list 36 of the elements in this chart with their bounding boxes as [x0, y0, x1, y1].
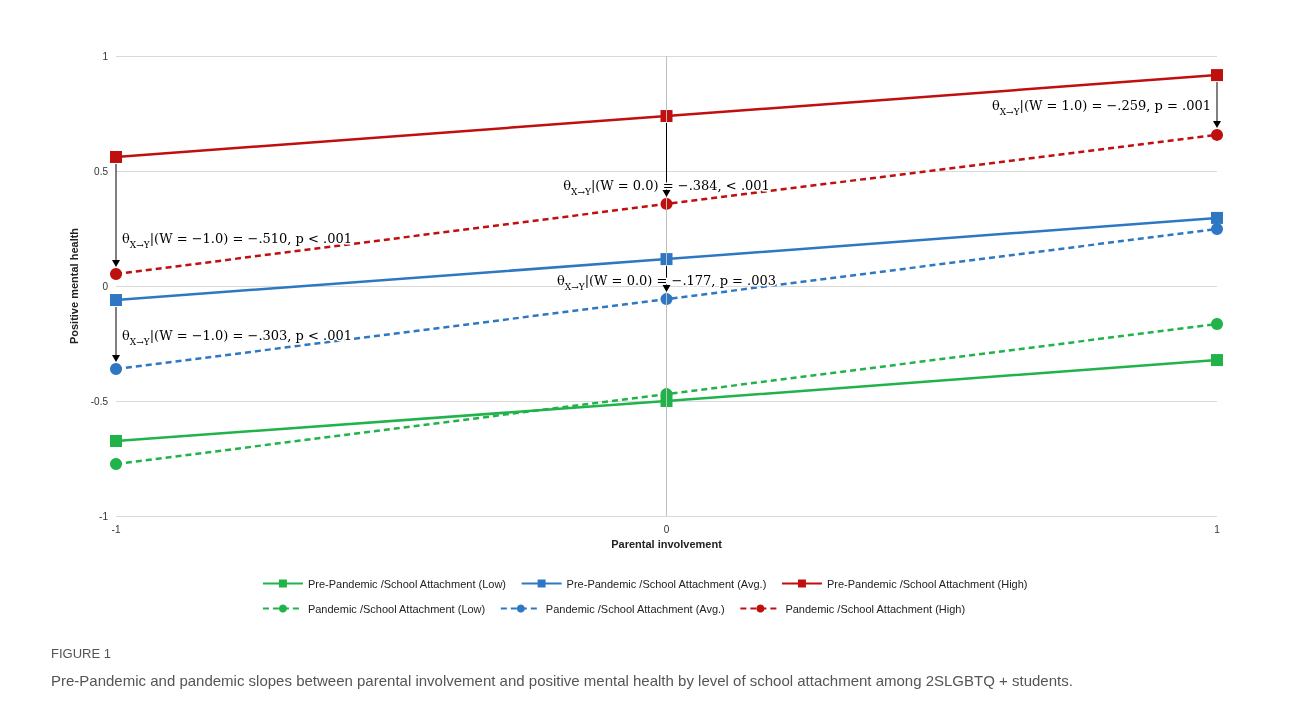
point: [1211, 128, 1223, 141]
x-tick-label: 1: [1214, 523, 1221, 535]
point: [1211, 354, 1223, 367]
legend-label: Pre-Pandemic /School Attachment (Avg.): [566, 577, 767, 590]
y-tick-label: 0.5: [94, 165, 109, 177]
y-tick-label: -1: [99, 510, 109, 522]
point: [110, 435, 122, 448]
point: [1211, 222, 1223, 235]
annotation: θ$_{X→Y}$|(W = −1.0) = −.303, p < .001: [122, 327, 353, 347]
y-tick-label: 1: [102, 50, 109, 62]
point: [660, 253, 673, 266]
point: [1211, 69, 1223, 82]
annotation: θ$_{X→Y}$|(W = −1.0) = −.510, p < .001: [122, 231, 353, 251]
point: [110, 458, 122, 471]
point: [110, 268, 122, 281]
point: [110, 363, 122, 376]
x-tick-label: 0: [663, 523, 670, 535]
y-axis-title: Positive mental health: [68, 227, 81, 345]
y-tick-label: -0.5: [90, 395, 109, 407]
legend-label: Pandemic /School Attachment (Low): [307, 602, 486, 615]
point: [110, 150, 122, 163]
point: [1211, 317, 1223, 330]
x-tick-label: -1: [111, 523, 121, 535]
point: [660, 110, 673, 123]
y-tick-label: 0: [102, 280, 109, 292]
legend-label: Pre-Pandemic /School Attachment (High): [826, 577, 1028, 590]
legend-label: Pre-Pandemic /School Attachment (Low): [307, 577, 507, 590]
legend-label: Pandemic /School Attachment (Avg.): [545, 602, 725, 615]
x-axis-title: Parental involvement: [611, 538, 723, 551]
annotation: θ$_{X→Y}$|(W = 1.0) = −.259, p = .001: [991, 97, 1211, 117]
annotation: θ$_{X→Y}$|(W = 0.0) = −.177, p = .003: [556, 273, 777, 293]
text: Pre-Pandemic and pandemic slopes between parental involvement and positive mental health by level of school attachment among 2SLGBTQ + students.: [51, 671, 1073, 689]
caption: FIGURE 1: [51, 646, 111, 661]
point: [1211, 211, 1223, 224]
point: [110, 294, 122, 307]
legend-label: Pandemic /School Attachment (High): [785, 602, 966, 615]
